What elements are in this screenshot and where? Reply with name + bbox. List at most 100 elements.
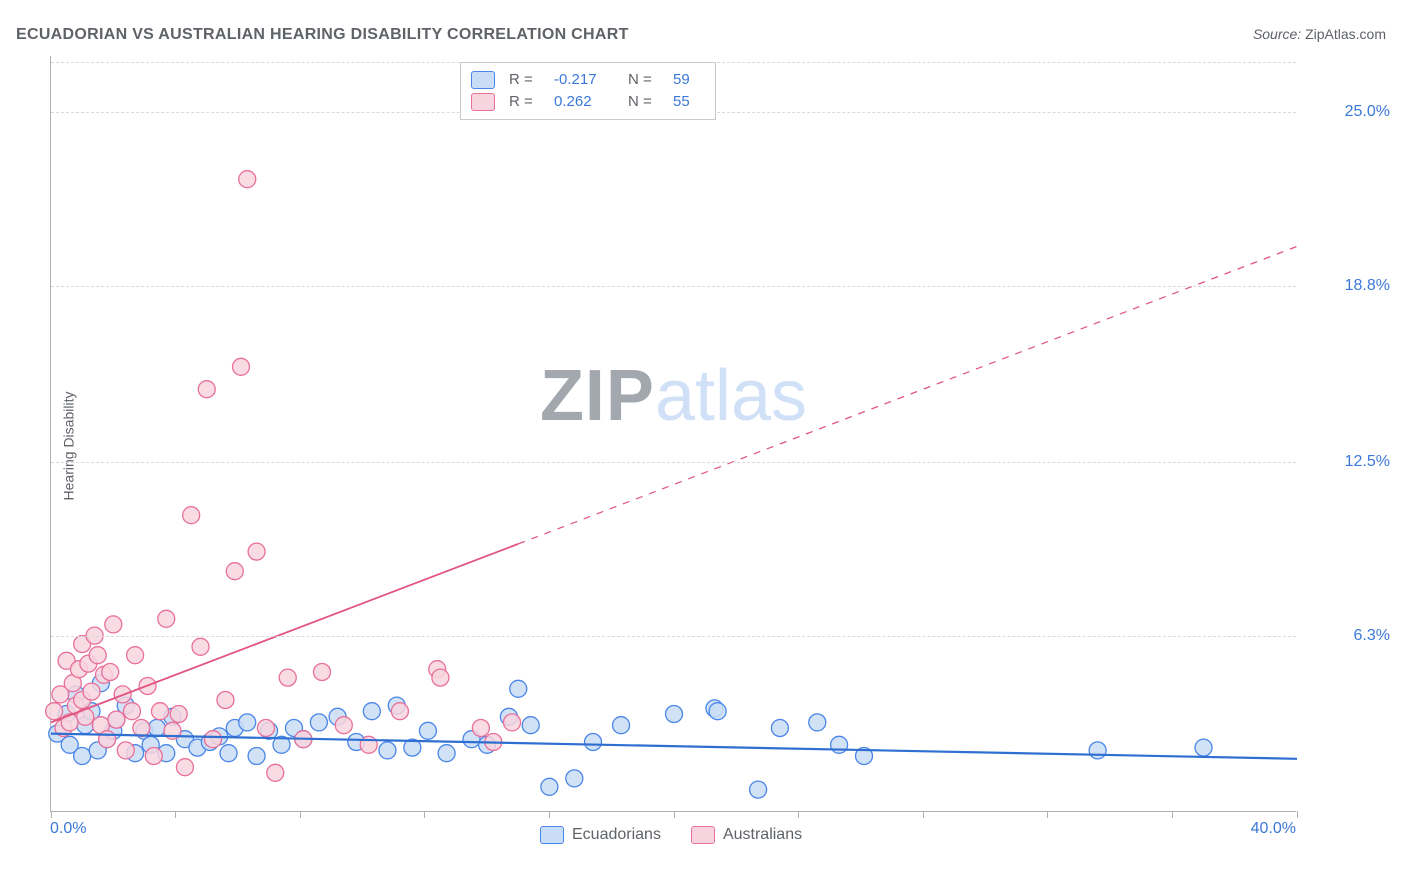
data-point [257, 720, 274, 737]
data-point [379, 742, 396, 759]
x-tick [175, 811, 176, 818]
x-tick [1047, 811, 1048, 818]
data-point [1089, 742, 1106, 759]
data-point [363, 703, 380, 720]
y-axis-ticklabels: 6.3% 12.5% 18.8% 25.0% [1310, 56, 1390, 812]
source-value: ZipAtlas.com [1305, 26, 1386, 42]
data-point [170, 706, 187, 723]
data-point [267, 764, 284, 781]
correlation-legend: R = -0.217 N = 59 R = 0.262 N = 55 [460, 62, 716, 120]
data-point [145, 748, 162, 765]
plot-area: ZIPatlas [50, 56, 1296, 812]
data-point [666, 706, 683, 723]
data-point [709, 703, 726, 720]
legend-r-label: R = [509, 91, 544, 113]
x-tick [1297, 811, 1298, 818]
legend-label: Australians [723, 826, 802, 844]
legend-item: Ecuadorians [540, 826, 661, 844]
trend-line-dashed [518, 246, 1297, 544]
gridline [51, 286, 1296, 287]
data-point [1195, 739, 1212, 756]
data-point [192, 638, 209, 655]
legend-row: R = 0.262 N = 55 [471, 91, 703, 113]
data-point [809, 714, 826, 731]
data-point [310, 714, 327, 731]
x-tick [300, 811, 301, 818]
data-point [391, 703, 408, 720]
data-point [438, 745, 455, 762]
legend-n-value: 55 [673, 91, 703, 113]
data-point [158, 610, 175, 627]
legend-r-label: R = [509, 69, 544, 91]
legend-swatch [691, 826, 715, 844]
data-point [419, 722, 436, 739]
x-max-label: 40.0% [1251, 820, 1296, 838]
data-point [522, 717, 539, 734]
data-point [239, 171, 256, 188]
legend-swatch [471, 71, 495, 89]
legend-item: Australians [691, 826, 802, 844]
data-point [566, 770, 583, 787]
trend-line [51, 544, 518, 723]
legend-row: R = -0.217 N = 59 [471, 69, 703, 91]
data-point [108, 711, 125, 728]
y-tick-label: 18.8% [1345, 277, 1390, 295]
x-tick [1172, 811, 1173, 818]
legend-n-label: N = [628, 69, 663, 91]
gridline [51, 636, 1296, 637]
data-point [152, 703, 169, 720]
data-point [771, 720, 788, 737]
data-point [504, 714, 521, 731]
data-point [102, 664, 119, 681]
data-point [89, 647, 106, 664]
x-tick [51, 811, 52, 818]
data-point [176, 759, 193, 776]
x-min-label: 0.0% [50, 820, 86, 838]
data-point [472, 720, 489, 737]
source-label: Source: [1253, 26, 1301, 42]
data-point [510, 680, 527, 697]
data-point [226, 563, 243, 580]
data-point [198, 381, 215, 398]
legend-n-label: N = [628, 91, 663, 113]
plot-svg [51, 56, 1296, 811]
data-point [183, 507, 200, 524]
data-point [74, 748, 91, 765]
data-point [123, 703, 140, 720]
legend-r-value: 0.262 [554, 91, 614, 113]
y-tick-label: 12.5% [1345, 453, 1390, 471]
data-point [117, 742, 134, 759]
source-credit: Source: ZipAtlas.com [1253, 26, 1386, 42]
x-tick [424, 811, 425, 818]
data-point [541, 778, 558, 795]
x-tick [923, 811, 924, 818]
legend-n-value: 59 [673, 69, 703, 91]
y-tick-label: 6.3% [1354, 627, 1390, 645]
data-point [248, 543, 265, 560]
y-tick-label: 25.0% [1345, 103, 1390, 121]
data-point [220, 745, 237, 762]
data-point [127, 647, 144, 664]
data-point [83, 683, 100, 700]
legend-r-value: -0.217 [554, 69, 614, 91]
x-tick [549, 811, 550, 818]
data-point [61, 714, 78, 731]
data-point [105, 616, 122, 633]
legend-swatch [540, 826, 564, 844]
data-point [133, 720, 150, 737]
data-point [239, 714, 256, 731]
data-point [613, 717, 630, 734]
legend-label: Ecuadorians [572, 826, 661, 844]
data-point [585, 734, 602, 751]
series-legend: Ecuadorians Australians [540, 826, 802, 844]
data-point [217, 692, 234, 709]
data-point [279, 669, 296, 686]
data-point [750, 781, 767, 798]
x-tick [674, 811, 675, 818]
data-point [248, 748, 265, 765]
data-point [204, 731, 221, 748]
data-point [46, 703, 63, 720]
data-point [432, 669, 449, 686]
x-tick [798, 811, 799, 818]
data-point [233, 358, 250, 375]
